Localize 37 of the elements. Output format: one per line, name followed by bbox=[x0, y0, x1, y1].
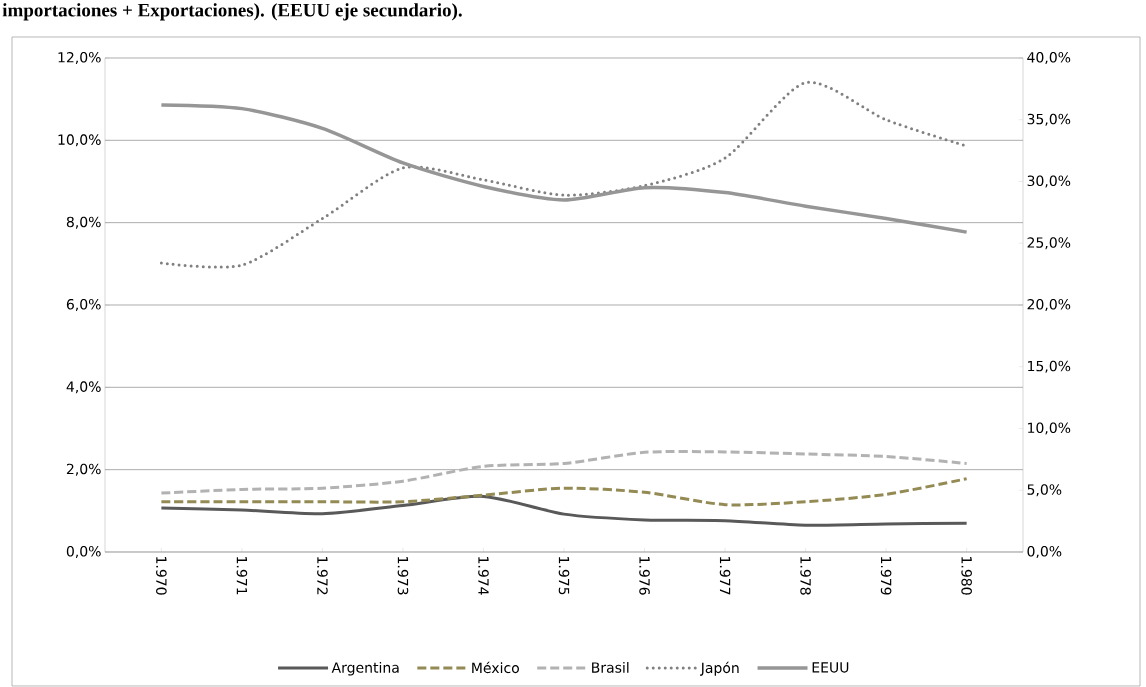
x-tick-label: 1.973 bbox=[397, 557, 409, 595]
legend-label: EEUU bbox=[812, 662, 849, 673]
y2-tick-label: 20,0% bbox=[1027, 298, 1071, 311]
y-tick-label: 4,0% bbox=[66, 381, 101, 394]
x-tick-label: 1.972 bbox=[317, 557, 328, 595]
y2-tick-label: 35,0% bbox=[1027, 113, 1071, 126]
x-tick-label: 1.970 bbox=[156, 557, 167, 595]
y2-tick-label: 0,0% bbox=[1027, 545, 1062, 558]
line-series bbox=[159, 103, 969, 234]
legend-label: Japón bbox=[700, 661, 739, 676]
x-tick-label: 1.978 bbox=[800, 557, 811, 595]
x-tick-label: 1.974 bbox=[478, 557, 489, 595]
chart-title: importaciones + Exportaciones). (EEUU eje secundario). bbox=[2, 3, 462, 21]
legend-label: México bbox=[472, 661, 519, 674]
line-series bbox=[159, 494, 969, 527]
y2-tick-label: 5,0% bbox=[1027, 484, 1062, 497]
x-tick-label: 1.976 bbox=[639, 557, 650, 595]
y-tick-label: 0,0% bbox=[66, 545, 101, 558]
y-tick-label: 10,0% bbox=[58, 134, 101, 147]
x-tick-label: 1.979 bbox=[880, 557, 892, 595]
legend-label: Argentina bbox=[331, 662, 399, 676]
y2-tick-label: 15,0% bbox=[1028, 360, 1071, 373]
x-tick-label: 1.975 bbox=[558, 557, 570, 595]
y2-tick-label: 25,0% bbox=[1027, 237, 1071, 250]
y2-tick-label: 10,0% bbox=[1028, 422, 1071, 435]
y2-tick-label: 30,0% bbox=[1027, 175, 1071, 188]
y-tick-label: 6,0% bbox=[66, 298, 101, 311]
line-series bbox=[159, 450, 969, 495]
y-tick-label: 2,0% bbox=[66, 463, 101, 476]
line-series bbox=[159, 477, 969, 507]
y-tick-label: 8,0% bbox=[66, 216, 101, 229]
x-tick-label: 1.980 bbox=[961, 557, 972, 595]
x-tick-label: 1.977 bbox=[719, 557, 731, 595]
legend-label: Brasil bbox=[592, 662, 629, 673]
y2-tick-label: 40,0% bbox=[1027, 51, 1071, 65]
x-tick-label: 1.971 bbox=[236, 557, 248, 595]
y-tick-label: 12,0% bbox=[58, 51, 101, 64]
